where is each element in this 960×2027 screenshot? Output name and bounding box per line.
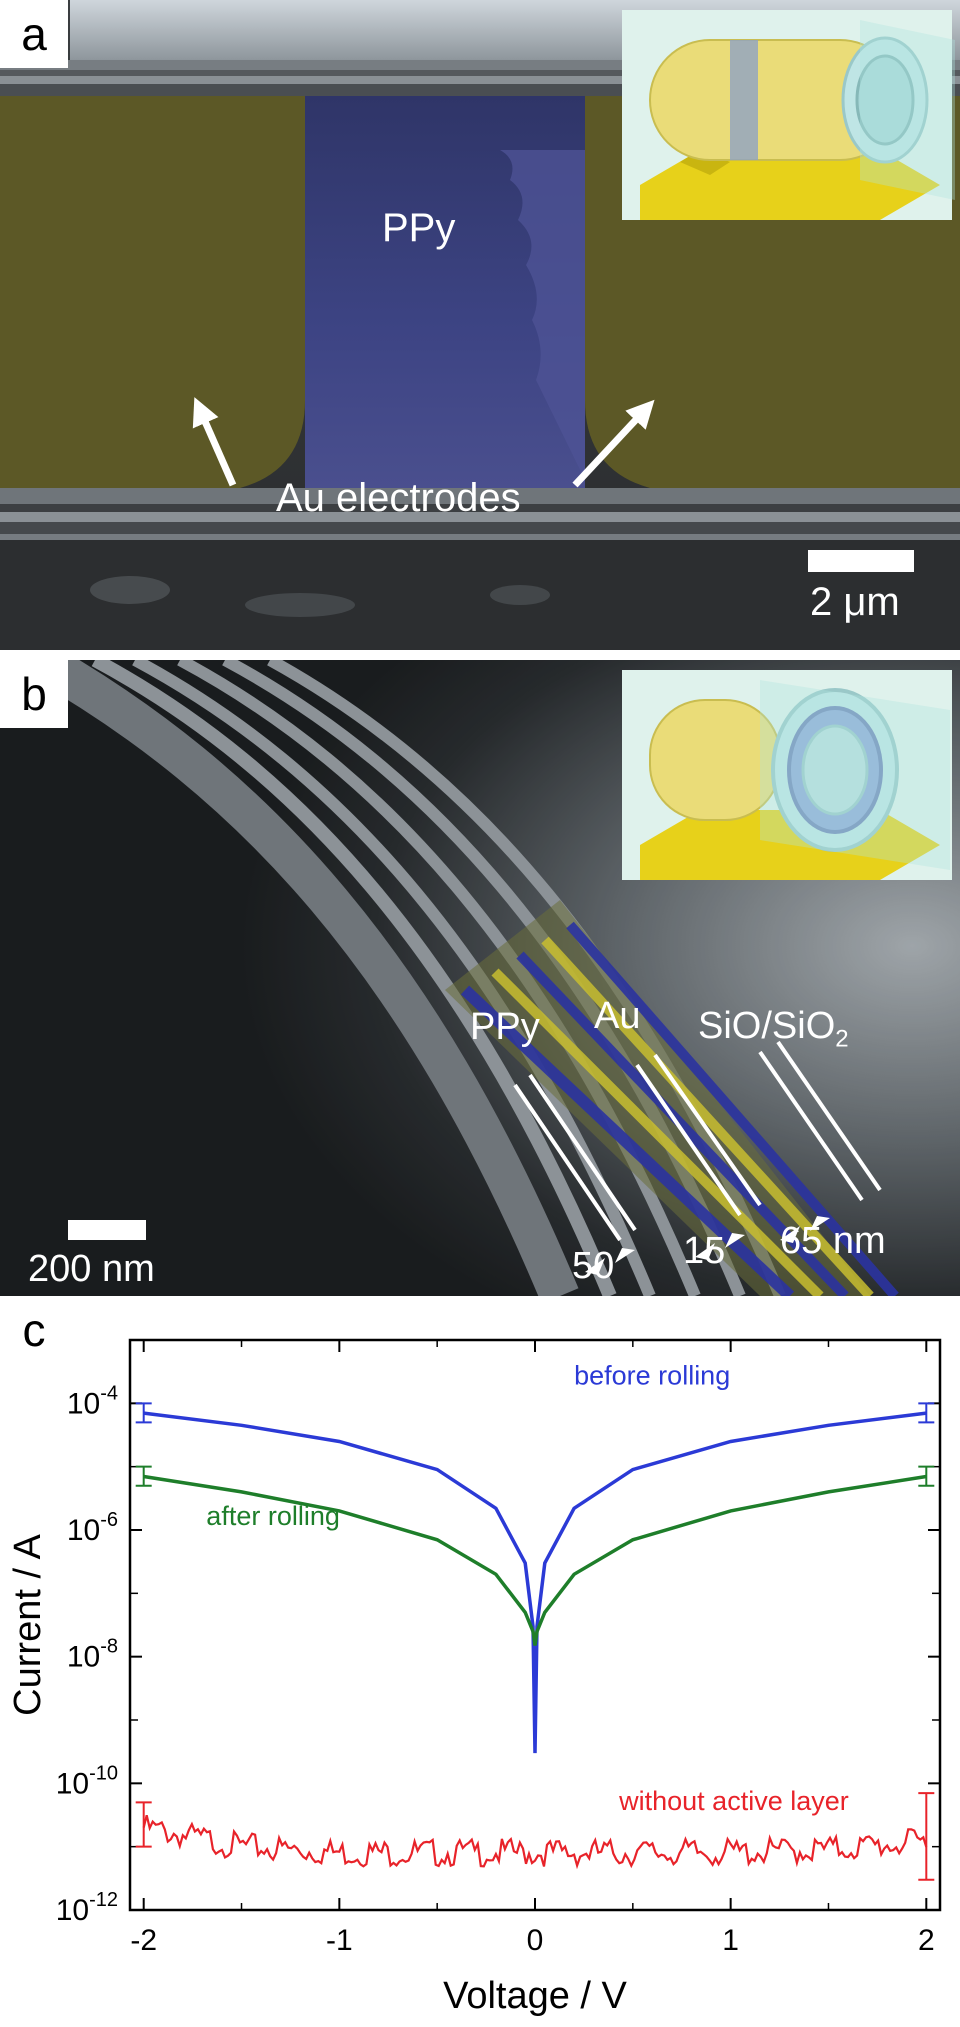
thickness-au-label: 15 (683, 1230, 726, 1272)
panel-letter-b: b (0, 660, 68, 728)
panel-c: c -2 -1 0 1 2 10-4 10-6 10-8 10-10 10-12 Voltage … (0, 1300, 960, 2027)
y-axis-label: Current / A (7, 1534, 49, 1716)
y-tick-label: 10-4 (67, 1382, 118, 1420)
thickness-arrows (585, 1216, 830, 1275)
panel-a: a PPy Au electrodes 2 μm (0, 0, 960, 650)
panel-letter-a: a (0, 0, 68, 68)
x-tick-label: 2 (918, 1924, 935, 1957)
panel-b-image (0, 660, 960, 1296)
thickness-sio-label: 65 nm (780, 1220, 886, 1262)
series-label-1: after rolling (206, 1501, 340, 1531)
arrow-left-electrode (192, 397, 237, 487)
y-tick-label: 10-8 (67, 1636, 118, 1674)
sio-layer-subscript: 2 (835, 1025, 849, 1053)
series-label-2: without active layer (618, 1786, 849, 1816)
y-tick-label: 10-6 (67, 1509, 118, 1547)
y-tick-label: 10-10 (56, 1762, 118, 1800)
iv-chart: -2 -1 0 1 2 10-4 10-6 10-8 10-10 10-12 Voltage / … (7, 1338, 942, 2017)
x-tick-label: 1 (722, 1924, 739, 1957)
panel-letter-c: c (0, 1300, 68, 1360)
sio-layer-text: SiO/SiO (698, 1005, 836, 1047)
panel-a-inset (622, 10, 955, 220)
electrode-arrows (192, 397, 914, 572)
ppy-layer-label: PPy (470, 1006, 540, 1048)
x-tick-label: -1 (326, 1924, 353, 1957)
scale-bar-a-label: 2 μm (810, 580, 900, 624)
ppy-label: PPy (382, 206, 456, 250)
x-tick-label: -2 (130, 1924, 157, 1957)
scale-bar-a (808, 550, 914, 572)
series-label-0: before rolling (574, 1360, 730, 1390)
sio-layer-label: SiO/SiO2 (698, 1005, 849, 1054)
scale-bar-b (68, 1220, 146, 1240)
series-line-1 (143, 1474, 927, 1646)
scale-bar-b-label: 200 nm (28, 1248, 155, 1290)
x-axis-label: Voltage / V (443, 1975, 627, 2017)
series-line-0 (143, 1411, 927, 1754)
thickness-ppy-label: 50 (572, 1245, 615, 1287)
arrow-right-electrode (572, 399, 655, 488)
au-layer-label: Au (594, 995, 641, 1037)
series-line-2 (142, 1815, 928, 1870)
panel-b-inset (622, 670, 952, 880)
y-tick-label: 10-12 (56, 1889, 118, 1927)
layer-markers (513, 1040, 882, 1242)
electrodes-label: Au electrodes (276, 476, 521, 520)
x-tick-label: 0 (527, 1924, 544, 1957)
panel-b: b PPy Au SiO/SiO2 50 15 65 nm 200 nm (0, 660, 960, 1296)
panel-a-image (0, 0, 960, 650)
